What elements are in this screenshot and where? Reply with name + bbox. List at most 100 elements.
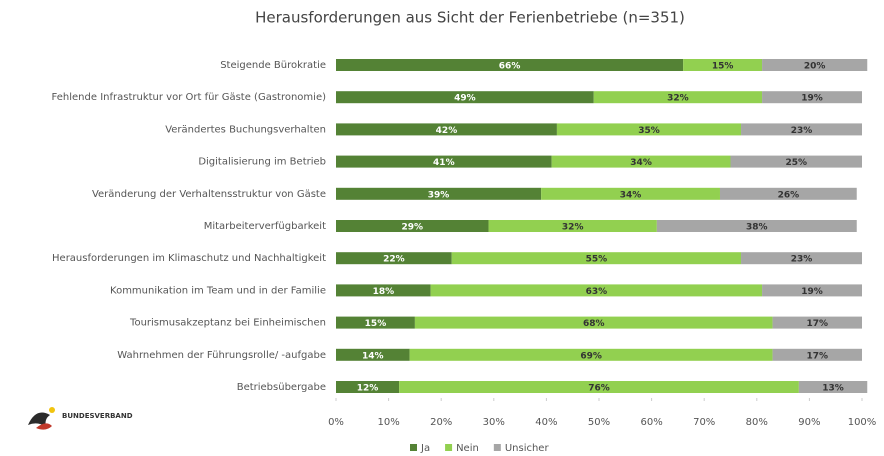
y-tick-label: Kommunikation im Team und in der Familie: [110, 285, 326, 296]
y-tick-label: Fehlende Infrastruktur vor Ort für Gäste…: [52, 92, 327, 103]
bar-segment: [556, 123, 742, 136]
value-label: 69%: [580, 351, 602, 361]
bar-segment: [336, 155, 552, 168]
value-label: 35%: [638, 126, 660, 136]
logo-text: BUNDESVERBAND: [62, 412, 133, 420]
y-tick-label: Wahrnehmen der Führungsrolle/ -aufgabe: [117, 350, 326, 361]
value-label: 76%: [588, 384, 610, 394]
y-tick-label: Veränderung der Verhaltensstruktur von G…: [92, 189, 326, 200]
y-tick-label: Mitarbeiterverfügbarkeit: [204, 221, 326, 232]
value-label: 32%: [667, 94, 689, 104]
bar-segment: [798, 381, 868, 393]
y-tick-label: Betriebsübergabe: [237, 382, 326, 393]
bar-segment: [656, 220, 857, 232]
chart-title: Herausforderungen aus Sicht der Ferienbe…: [255, 9, 685, 27]
y-tick-label: Tourismusakzeptanz bei Einheimischen: [129, 318, 326, 329]
legend-swatch: [493, 444, 501, 451]
value-label: 32%: [562, 223, 584, 233]
bar-segment: [762, 91, 862, 104]
bar-segment: [451, 252, 742, 265]
value-label: 66%: [499, 62, 521, 72]
value-label: 41%: [433, 158, 455, 168]
x-tick-label: 30%: [483, 417, 505, 428]
value-label: 20%: [804, 62, 826, 72]
bar-segment: [336, 316, 415, 329]
legend-label: Ja: [420, 443, 430, 454]
legend-label: Unsicher: [505, 443, 550, 454]
y-tick-label: Herausforderungen im Klimaschutz und Nac…: [52, 253, 326, 264]
bar-segment: [772, 348, 862, 361]
logo-bird: [28, 412, 50, 427]
bar-segment: [336, 91, 594, 104]
bar-segment: [551, 155, 731, 168]
bar-segment: [593, 91, 763, 104]
bar-segment: [772, 316, 862, 329]
value-label: 38%: [746, 223, 768, 233]
bar-segment: [336, 348, 410, 361]
value-label: 15%: [712, 62, 734, 72]
bar-segment: [762, 59, 868, 71]
bar-segment: [336, 252, 452, 265]
x-tick-label: 90%: [798, 417, 820, 428]
value-label: 42%: [436, 126, 458, 136]
bar-segment: [336, 284, 431, 297]
legend-swatch: [445, 444, 453, 451]
value-label: 68%: [583, 319, 605, 329]
legend-swatch: [410, 444, 417, 451]
value-label: 55%: [586, 255, 608, 265]
value-label: 19%: [801, 94, 823, 104]
x-tick-label: 10%: [377, 417, 399, 428]
legend-label: Nein: [456, 443, 479, 454]
value-label: 19%: [801, 287, 823, 297]
x-tick-label: 60%: [640, 417, 662, 428]
bar-segment: [762, 284, 862, 297]
bar-segment: [541, 187, 720, 200]
x-tick-label: 20%: [430, 417, 452, 428]
logo-sun: [49, 407, 55, 413]
value-label: 34%: [620, 190, 642, 200]
y-tick-label: Digitalisierung im Betrieb: [198, 157, 326, 168]
x-tick-label: 50%: [588, 417, 610, 428]
value-label: 12%: [357, 384, 379, 394]
value-label: 63%: [586, 287, 608, 297]
x-tick-label: 0%: [328, 417, 344, 428]
value-label: 22%: [383, 255, 405, 265]
value-label: 39%: [428, 190, 450, 200]
value-label: 34%: [630, 158, 652, 168]
x-tick-label: 80%: [746, 417, 768, 428]
bar-segment: [414, 316, 773, 329]
logo-wing: [36, 423, 52, 430]
bar-segment: [488, 220, 657, 232]
value-label: 49%: [454, 94, 476, 104]
logo: BUNDESVERBAND: [28, 407, 133, 430]
value-label: 25%: [785, 158, 807, 168]
value-label: 13%: [822, 384, 844, 394]
bar-segment: [336, 381, 400, 393]
value-label: 23%: [791, 126, 813, 136]
bar-segment: [719, 187, 857, 200]
x-tick-label: 100%: [848, 417, 877, 428]
bar-segment: [741, 252, 862, 265]
bar-segment: [336, 59, 684, 71]
value-label: 14%: [362, 351, 384, 361]
x-tick-label: 40%: [535, 417, 557, 428]
value-label: 15%: [365, 319, 387, 329]
value-label: 17%: [807, 319, 829, 329]
value-label: 23%: [791, 255, 813, 265]
y-tick-label: Steigende Bürokratie: [220, 60, 326, 71]
value-label: 17%: [807, 351, 829, 361]
bar-segment: [336, 187, 542, 200]
value-label: 29%: [401, 223, 423, 233]
bar-segment: [730, 155, 862, 168]
bar-segment: [683, 59, 763, 71]
bar-segment: [336, 123, 557, 136]
value-label: 18%: [373, 287, 395, 297]
value-label: 26%: [778, 190, 800, 200]
bar-segment: [430, 284, 763, 297]
bar-segment: [336, 220, 489, 232]
bar-segment: [409, 348, 773, 361]
y-tick-label: Verändertes Buchungsverhalten: [165, 124, 326, 135]
bar-segment: [741, 123, 862, 136]
x-tick-label: 70%: [693, 417, 715, 428]
